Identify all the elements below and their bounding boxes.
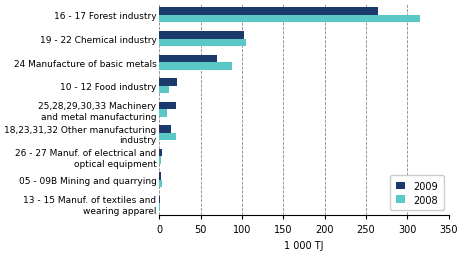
Bar — [159, 173, 161, 180]
Bar — [159, 180, 162, 188]
Bar — [159, 63, 232, 70]
Bar — [159, 126, 171, 133]
Bar — [159, 196, 160, 204]
Bar — [159, 32, 243, 39]
Bar — [159, 79, 177, 86]
Bar — [159, 204, 160, 211]
Bar — [159, 102, 176, 110]
Bar — [159, 110, 167, 117]
Legend: 2009, 2008: 2009, 2008 — [390, 175, 444, 211]
Bar — [159, 149, 162, 157]
Bar — [159, 39, 246, 47]
Bar — [159, 133, 176, 141]
X-axis label: 1 000 TJ: 1 000 TJ — [284, 240, 324, 250]
Bar — [159, 16, 419, 23]
Bar — [159, 55, 217, 63]
Bar — [159, 8, 378, 16]
Bar — [159, 86, 169, 94]
Bar — [159, 157, 161, 164]
